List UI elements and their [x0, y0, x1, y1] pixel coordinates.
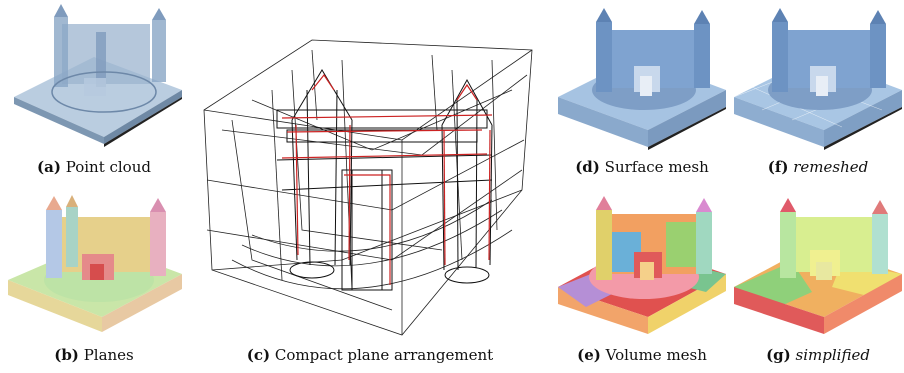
- caption-d-label: (d): [575, 158, 600, 176]
- caption-g: (g) simplified: [732, 346, 904, 364]
- surface-mesh-castle-image: [558, 8, 726, 150]
- caption-f-text: remeshed: [793, 158, 869, 176]
- caption-b-label: (b): [54, 346, 79, 364]
- caption-e: (e) Volume mesh: [556, 346, 728, 364]
- caption-c: (c) Compact plane arrangement: [205, 346, 535, 364]
- simplified-castle-image: [734, 198, 902, 334]
- volume-mesh-castle-image: [558, 196, 726, 334]
- planes-castle-image: [8, 195, 182, 332]
- caption-a-label: (a): [37, 158, 61, 176]
- panel-c-arrangement: [192, 30, 548, 342]
- caption-d: (d) Surface mesh: [556, 158, 728, 176]
- caption-e-label: (e): [577, 346, 601, 364]
- panel-d-surface-mesh: [556, 2, 728, 152]
- caption-b: (b) Planes: [4, 346, 184, 364]
- caption-c-label: (c): [246, 346, 271, 364]
- point-cloud-castle-image: [14, 4, 182, 147]
- caption-g-label: (g): [766, 346, 791, 364]
- caption-g-text: simplified: [795, 346, 870, 364]
- panel-f-remeshed: [732, 2, 904, 152]
- caption-f-label: (f): [767, 158, 789, 176]
- caption-f: (f) remeshed: [732, 158, 904, 176]
- caption-b-text: Planes: [83, 346, 134, 364]
- panel-g-simplified: [732, 192, 904, 340]
- panel-a-point-cloud: [4, 2, 184, 152]
- caption-d-text: Surface mesh: [604, 158, 709, 176]
- caption-c-text: Compact plane arrangement: [274, 346, 494, 364]
- caption-a: (a) Point cloud: [4, 158, 184, 176]
- caption-e-text: Volume mesh: [605, 346, 707, 364]
- plane-arrangement-wireframe: [203, 39, 533, 336]
- remeshed-castle-image: [733, 8, 902, 150]
- panel-b-planes: [4, 192, 184, 340]
- caption-a-text: Point cloud: [65, 158, 151, 176]
- panel-e-volume-mesh: [556, 192, 728, 340]
